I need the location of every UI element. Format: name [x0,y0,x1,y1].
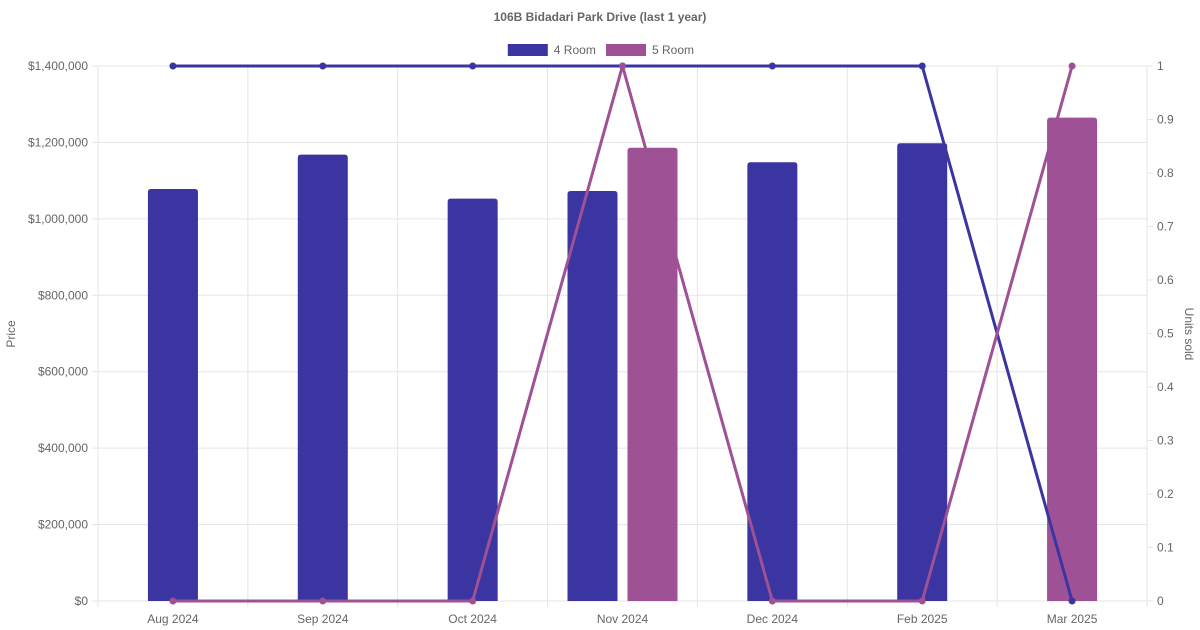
bar-5-room [627,147,678,601]
point-5-room [169,597,177,605]
y-left-tick-label: $400,000 [38,441,88,455]
bar-4-room [747,162,798,602]
point-4-room [1068,597,1076,605]
point-5-room [319,597,327,605]
y-right-tick-label: 0.1 [1157,541,1174,555]
y-left-tick-label: $1,400,000 [28,59,88,73]
legend-label: 4 Room [554,43,596,57]
y-right-tick-label: 0.4 [1157,380,1174,394]
y-right-tick-label: 0.9 [1157,113,1174,127]
y-left-tick-label: $800,000 [38,288,88,302]
y-axis-left-title: Price [4,320,18,348]
x-tick-label: Mar 2025 [1047,612,1098,626]
y-left-tick-label: $1,000,000 [28,212,88,226]
legend-label: 5 Room [652,43,694,57]
y-right-tick-label: 0.5 [1157,327,1174,341]
point-5-room [469,597,477,605]
line-layer [169,62,1076,605]
point-5-room [619,62,626,70]
x-tick-label: Feb 2025 [897,612,948,626]
y-right-tick-label: 0.7 [1157,220,1174,234]
x-tick-label: Sep 2024 [297,612,349,626]
y-left-tick-label: $600,000 [38,365,88,379]
bar-layer [147,117,1098,602]
y-left-tick-label: $0 [75,594,89,608]
bar-4-room [297,154,348,601]
point-4-room [918,62,926,70]
point-4-room [319,62,327,70]
grid-layer [97,65,1148,607]
bar-4-room [567,190,618,602]
y-left-tick-label: $200,000 [38,518,88,532]
bar-4-room [447,198,498,601]
legend-swatch [606,44,646,56]
y-right-tick-label: 0.6 [1157,273,1174,287]
y-axis-right-title: Units sold [1182,308,1196,361]
y-right-tick-label: 0.8 [1157,166,1174,180]
point-5-room [768,597,776,605]
y-right-tick-label: 1 [1157,59,1164,73]
x-tick-label: Nov 2024 [597,612,649,626]
point-5-room [918,597,926,605]
point-5-room [1068,62,1076,70]
chart-title: 106B Bidadari Park Drive (last 1 year) [494,10,707,24]
legend-swatch [507,44,548,56]
y-right-tick-label: 0.2 [1157,487,1174,501]
point-4-room [469,62,477,70]
bar-4-room [897,143,948,601]
point-4-room [768,62,776,70]
x-tick-label: Oct 2024 [448,612,497,626]
y-right-tick-label: 0.3 [1157,434,1174,448]
bar-4-room [147,189,198,602]
bar-5-room [1047,117,1098,601]
x-tick-label: Aug 2024 [147,612,199,626]
y-left-tick-label: $1,200,000 [28,135,88,149]
axis-layer: $0 $200,000 $400,000 $600,000 $800,000 $1,000… [28,59,1174,626]
legend: 4 Room 5 Room [507,43,694,57]
x-tick-label: Dec 2024 [747,612,799,626]
point-4-room [169,62,177,70]
y-right-tick-label: 0 [1157,594,1164,608]
